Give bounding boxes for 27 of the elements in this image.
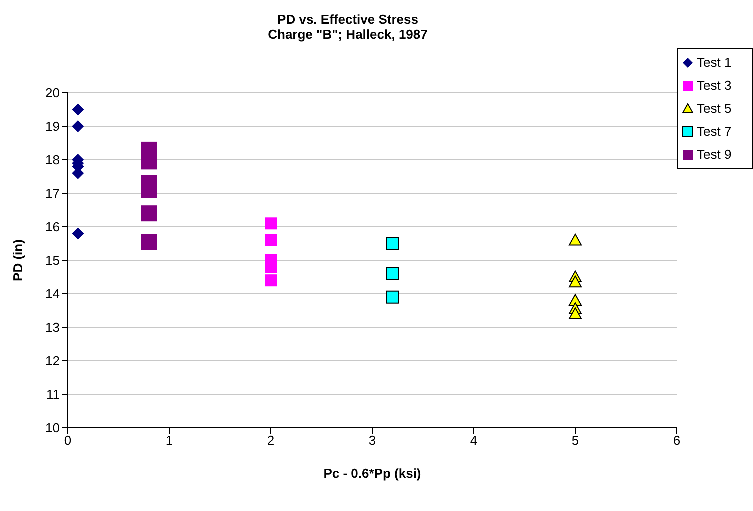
y-tick-label: 18 <box>46 152 60 168</box>
chart-title: PD vs. Effective Stress <box>276 12 420 27</box>
x-tick-label: 3 <box>368 433 376 448</box>
y-tick-label: 19 <box>46 119 60 134</box>
x-axis-title: Pc - 0.6*Pp (ksi) <box>324 466 422 481</box>
x-tick-label: 5 <box>572 433 580 448</box>
chart-subtitle: Charge "B"; Halleck, 1987 <box>267 27 429 42</box>
legend-label: Test 3 <box>697 78 732 93</box>
legend-label: Test 5 <box>697 101 732 116</box>
y-axis-title: PD (in) <box>10 240 26 282</box>
x-tick-label: 0 <box>64 433 72 448</box>
x-tick-label: 2 <box>267 433 275 448</box>
legend-label: Test 9 <box>697 147 732 162</box>
y-tick-label: 15 <box>46 253 60 268</box>
y-tick-label: 16 <box>46 220 60 235</box>
y-tick-label: 10 <box>46 420 60 436</box>
y-tick-label: 20 <box>46 86 60 101</box>
legend-label: Test 7 <box>697 124 732 139</box>
y-tick-label: 14 <box>46 286 60 302</box>
x-tick-label: 4 <box>470 433 478 448</box>
legend-label: Test 1 <box>697 55 732 70</box>
y-tick-label: 12 <box>46 354 60 369</box>
y-tick-label: 17 <box>46 186 60 202</box>
y-tick-label: 11 <box>46 387 60 402</box>
x-tick-label: 6 <box>673 433 681 448</box>
x-tick-label: 1 <box>166 433 174 448</box>
y-tick-label: 13 <box>46 320 60 336</box>
